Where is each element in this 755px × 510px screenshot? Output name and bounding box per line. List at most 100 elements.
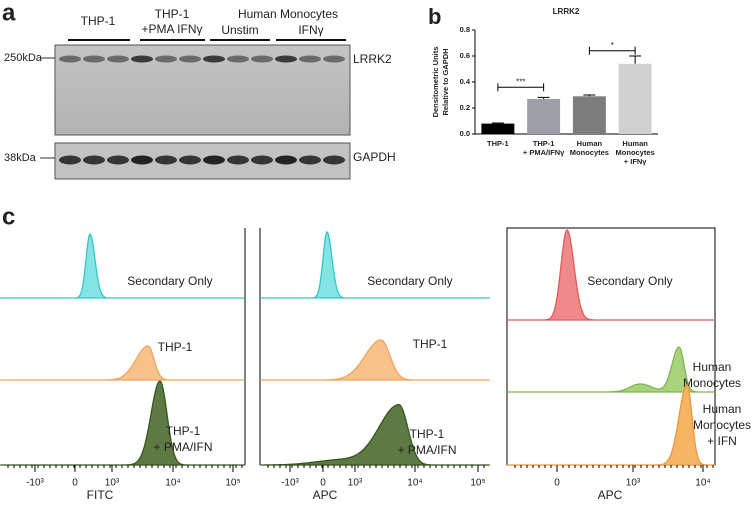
histogram-label: THP-1 bbox=[166, 424, 201, 438]
histogram-label: Human bbox=[703, 402, 742, 416]
y-tick-label: 0.4 bbox=[460, 77, 471, 86]
x-tick-label: Monocytes bbox=[570, 148, 609, 157]
x-tick-label: THP-1 bbox=[533, 139, 555, 148]
band bbox=[179, 55, 201, 63]
x-tick-label: 10⁵ bbox=[225, 478, 240, 489]
x-tick-label: 10³ bbox=[105, 478, 120, 489]
x-tick-label: 10⁴ bbox=[407, 478, 422, 489]
band bbox=[203, 55, 225, 63]
x-tick-label: 0 bbox=[320, 478, 326, 489]
histogram-label: Monocytes bbox=[693, 418, 751, 432]
error-bar bbox=[629, 55, 642, 64]
x-tick-label: Monocytes bbox=[616, 148, 655, 157]
histogram-label: Monocytes bbox=[683, 376, 741, 390]
significance-label: * bbox=[611, 41, 614, 50]
x-axis-label: APC bbox=[313, 488, 338, 502]
band bbox=[227, 55, 249, 63]
histogram bbox=[1, 232, 244, 299]
histogram bbox=[508, 384, 714, 466]
histogram-label: + PMA/IFN bbox=[397, 443, 456, 457]
band bbox=[323, 55, 345, 63]
histogram-label: Secondary Only bbox=[367, 274, 452, 288]
protein-label: LRRK2 bbox=[353, 52, 392, 66]
x-tick-label: + PMA/IFNγ bbox=[523, 148, 565, 157]
band bbox=[83, 55, 105, 63]
x-axis-label: FITC bbox=[87, 488, 114, 502]
histogram bbox=[261, 230, 489, 299]
panel-label: b bbox=[428, 4, 441, 29]
band bbox=[203, 155, 225, 165]
histogram-label: THP-1 bbox=[413, 337, 448, 351]
x-tick-label: Human bbox=[622, 139, 648, 148]
histogram bbox=[1, 380, 244, 466]
x-tick-label: 10⁵ bbox=[470, 478, 485, 489]
axes bbox=[244, 227, 716, 466]
band bbox=[131, 55, 153, 63]
y-axis-label: Densitometric Units bbox=[431, 47, 440, 118]
histogram-label: Secondary Only bbox=[127, 274, 212, 288]
band bbox=[107, 55, 129, 63]
x-tick-label: 10³ bbox=[626, 478, 641, 489]
x-tick-label: Human bbox=[577, 139, 603, 148]
histogram-label: Secondary Only bbox=[587, 274, 672, 288]
band bbox=[299, 55, 321, 63]
bar bbox=[527, 98, 561, 134]
histogram-label: THP-1 bbox=[158, 340, 193, 354]
group-label: Human Monocytes bbox=[238, 7, 338, 21]
band bbox=[251, 55, 273, 63]
error-bar bbox=[583, 94, 596, 97]
error-bar bbox=[491, 122, 504, 124]
x-tick-label: 10³ bbox=[348, 478, 363, 489]
size-label: 250kDa bbox=[4, 52, 43, 64]
y-axis-label: Relative to GAPDH bbox=[441, 48, 450, 115]
x-tick-label: 0 bbox=[554, 478, 560, 489]
x-tick-label: -10³ bbox=[26, 478, 44, 489]
bar bbox=[481, 123, 515, 134]
subgroup-label: IFNγ bbox=[298, 23, 323, 37]
band bbox=[251, 155, 273, 165]
group-label: +PMA IFNγ bbox=[141, 22, 202, 36]
histogram bbox=[261, 339, 489, 381]
x-axis-label: APC bbox=[598, 488, 623, 502]
group-label: THP-1 bbox=[155, 7, 190, 21]
band bbox=[83, 155, 105, 165]
x-tick-label: 10⁴ bbox=[695, 478, 710, 489]
subgroup-label: Unstim bbox=[221, 23, 258, 37]
histogram bbox=[1, 345, 244, 381]
band bbox=[59, 155, 81, 165]
protein-label: GAPDH bbox=[353, 150, 396, 164]
band bbox=[323, 155, 345, 165]
panel-label: a bbox=[2, 0, 16, 26]
error-bar bbox=[537, 96, 550, 99]
band bbox=[179, 155, 201, 165]
panel-label: c bbox=[2, 203, 15, 230]
band bbox=[227, 155, 249, 165]
histogram-label: Human bbox=[693, 360, 732, 374]
histogram-label: + PMA/IFN bbox=[153, 440, 212, 454]
x-tick-label: 10⁴ bbox=[165, 478, 180, 489]
x-tick-label: 0 bbox=[72, 478, 78, 489]
chart-title: LRRK2 bbox=[553, 7, 580, 16]
significance-bracket bbox=[588, 46, 636, 55]
x-tick-label: -10³ bbox=[281, 478, 299, 489]
y-tick-label: 0.0 bbox=[460, 129, 470, 138]
band bbox=[275, 155, 297, 165]
y-tick-label: 0.8 bbox=[460, 25, 470, 34]
band bbox=[155, 55, 177, 63]
histogram-label: + IFN bbox=[707, 434, 737, 448]
significance-label: *** bbox=[516, 77, 525, 86]
significance-bracket bbox=[497, 83, 545, 92]
size-label: 38kDa bbox=[4, 152, 37, 164]
x-tick-label: THP-1 bbox=[487, 139, 509, 148]
x-tick-label: + IFNγ bbox=[624, 157, 648, 166]
histogram bbox=[508, 229, 714, 321]
histogram bbox=[508, 346, 714, 393]
histogram bbox=[261, 404, 489, 466]
band bbox=[131, 155, 153, 165]
bar bbox=[618, 63, 652, 134]
y-tick-label: 0.2 bbox=[460, 103, 470, 112]
histogram-label: THP-1 bbox=[410, 427, 445, 441]
band bbox=[155, 155, 177, 165]
group-label: THP-1 bbox=[81, 14, 116, 28]
